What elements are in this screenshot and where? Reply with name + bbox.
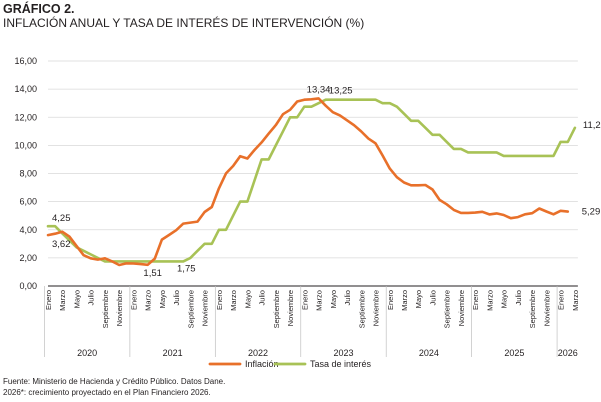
x-tick-label: Julio <box>343 290 352 305</box>
x-tick-label: Enero <box>557 290 566 310</box>
x-tick-label: Mayo <box>72 290 81 308</box>
x-tick-label: Noviembre <box>201 290 210 326</box>
x-tick-label: Marzo <box>58 290 67 311</box>
year-label: 2023 <box>333 348 353 358</box>
x-tick-label: Julio <box>258 290 267 305</box>
year-label: 2024 <box>419 348 439 358</box>
y-tick-label: 8,00 <box>19 169 37 179</box>
x-tick-label: Septiembre <box>101 290 110 328</box>
y-tick-label: 6,00 <box>19 197 37 207</box>
x-tick-label: Noviembre <box>457 290 466 326</box>
data-label: 5,29 <box>582 207 601 218</box>
x-tick-label: Septiembre <box>443 290 452 328</box>
x-tick-label: Septiembre <box>528 290 537 328</box>
x-tick-label: Noviembre <box>372 290 381 326</box>
y-tick-label: 10,00 <box>14 140 37 150</box>
chart-label: GRÁFICO 2. <box>3 2 75 16</box>
x-tick-label: Enero <box>44 290 53 310</box>
data-label: 3,62 <box>52 239 71 250</box>
x-tick-label: Julio <box>514 290 523 305</box>
x-tick-label: Mayo <box>500 290 509 308</box>
legend-tasa-interes-label: Tasa de interés <box>310 359 372 369</box>
year-label: 2026 <box>558 348 578 358</box>
y-tick-label: 12,00 <box>14 112 37 122</box>
x-tick-label: Marzo <box>229 290 238 311</box>
footnote: Fuente: Ministerio de Hacienda y Crédito… <box>3 376 225 398</box>
x-axis-year-labels: 2020 2021 2022 2023 2024 2025 2026 <box>77 348 578 358</box>
x-tick-label: Marzo <box>400 290 409 311</box>
x-tick-label: Mayo <box>243 290 252 308</box>
year-label: 2025 <box>504 348 524 358</box>
gridlines <box>48 60 578 259</box>
chart-title: INFLACIÓN ANUAL Y TASA DE INTERÉS DE INT… <box>3 16 365 30</box>
x-tick-label: Septiembre <box>272 290 281 328</box>
x-tick-label: Marzo <box>144 290 153 311</box>
x-tick-label: Mayo <box>158 290 167 308</box>
y-tick-label: 14,00 <box>14 84 37 94</box>
legend: Inflación Tasa de interés <box>208 359 372 369</box>
data-label: 13,25 <box>329 86 353 97</box>
x-tick-label: Enero <box>300 290 309 310</box>
x-tick-label: Julio <box>172 290 181 305</box>
series-lines <box>46 97 577 267</box>
data-label: 1,75 <box>177 263 196 274</box>
year-label: 2021 <box>163 348 183 358</box>
x-tick-label: Enero <box>129 290 138 310</box>
y-tick-label: 0,00 <box>19 281 37 291</box>
y-axis-ticks: 0,00 2,00 4,00 6,00 8,00 10,00 12,00 14,00 16,00 <box>14 56 37 291</box>
y-tick-label: 4,00 <box>19 225 37 235</box>
x-tick-label: Julio <box>87 290 96 305</box>
x-tick-label: Julio <box>428 290 437 305</box>
x-tick-label: Marzo <box>571 290 580 311</box>
data-label: 4,25 <box>52 213 71 224</box>
x-tick-label: Septiembre <box>186 290 195 328</box>
year-label: 2020 <box>77 348 97 358</box>
x-tick-label: Mayo <box>414 290 423 308</box>
data-label: 11,25 <box>583 120 601 131</box>
tasa-interes-line <box>46 98 577 263</box>
x-tick-label: Mayo <box>329 290 338 308</box>
source-note: Fuente: Ministerio de Hacienda y Crédito… <box>3 377 226 386</box>
x-axis-month-labels: Enero Marzo Mayo Julio Septiembre Noviembre En… <box>44 290 580 328</box>
x-tick-label: Enero <box>215 290 224 310</box>
x-tick-label: Septiembre <box>357 290 366 328</box>
y-tick-label: 16,00 <box>14 56 37 66</box>
data-label: 1,51 <box>143 268 162 279</box>
y-tick-label: 2,00 <box>19 253 37 263</box>
x-tick-label: Noviembre <box>115 290 124 326</box>
x-tick-label: Noviembre <box>542 290 551 326</box>
projection-note: 2026*: crecimiento proyectado en el Plan… <box>3 388 211 397</box>
x-tick-label: Enero <box>386 290 395 310</box>
legend-inflacion-label: Inflación <box>245 359 279 369</box>
year-label: 2022 <box>248 348 268 358</box>
x-axis <box>44 285 578 357</box>
x-tick-label: Marzo <box>485 290 494 311</box>
x-tick-label: Enero <box>471 290 480 310</box>
x-tick-label: Marzo <box>315 290 324 311</box>
inflacion-line <box>46 97 570 267</box>
data-label: 13,34 <box>307 84 331 95</box>
x-tick-label: Noviembre <box>286 290 295 326</box>
